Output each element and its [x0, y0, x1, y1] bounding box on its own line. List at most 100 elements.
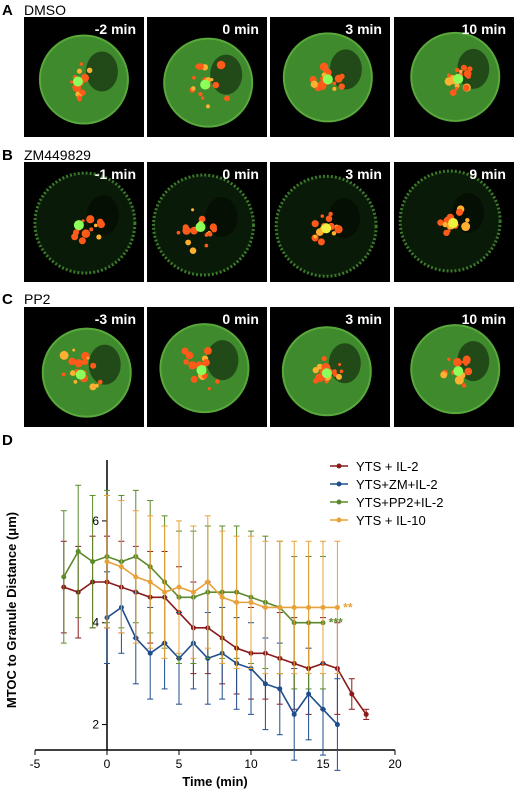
vacuole — [85, 51, 118, 92]
vacuole — [206, 340, 239, 381]
data-point — [162, 589, 168, 595]
data-point — [262, 604, 268, 610]
cell-image — [159, 323, 250, 414]
granule — [461, 383, 467, 388]
granule — [224, 95, 230, 102]
microscopy-frame: 10 min — [394, 17, 514, 137]
x-tick-label: -5 — [30, 757, 41, 771]
legend-marker — [336, 517, 342, 523]
cell-image — [33, 171, 137, 275]
granule — [211, 226, 218, 233]
granule — [76, 95, 83, 101]
x-tick-label: 20 — [388, 757, 402, 771]
granule — [442, 221, 448, 228]
granule — [80, 73, 89, 83]
legend-entry: YTS+PP2+IL-2 — [356, 495, 443, 510]
legend-marker — [336, 481, 342, 487]
distance-line-chart: -5 0 5 10 15 20 2 4 6 Time (min) MTOC to Granule D… — [4, 459, 443, 789]
mtoc — [453, 366, 464, 377]
granule — [447, 73, 451, 78]
x-tick-label: 15 — [316, 757, 330, 771]
granule — [69, 370, 76, 377]
series-line — [63, 581, 367, 715]
granule — [200, 96, 205, 100]
vacuole — [457, 48, 490, 89]
cell-image — [410, 31, 501, 122]
granule — [454, 87, 459, 91]
granule — [311, 220, 319, 228]
mtoc — [200, 79, 211, 90]
granule — [455, 208, 464, 216]
data-point — [205, 579, 211, 585]
x-tick-label: 0 — [104, 757, 111, 771]
data-point — [291, 711, 297, 717]
granule — [79, 89, 86, 96]
granule — [70, 80, 74, 84]
data-point — [334, 604, 340, 610]
vacuole — [328, 343, 361, 384]
granule — [90, 362, 97, 369]
legend-marker — [336, 463, 342, 469]
granule — [78, 237, 86, 245]
granule — [97, 379, 103, 385]
data-point — [176, 584, 182, 590]
cell-image — [410, 324, 501, 415]
microscopy-frame: 3 min — [270, 162, 390, 282]
mtoc — [75, 369, 86, 380]
granule — [312, 367, 319, 374]
mtoc — [321, 368, 332, 379]
data-point — [277, 604, 283, 610]
granule — [321, 356, 327, 362]
vacuole — [452, 193, 485, 234]
cell-image — [398, 169, 502, 273]
time-label: 3 min — [345, 166, 382, 182]
mtoc — [72, 76, 83, 87]
panel-letter-c: C — [2, 291, 13, 308]
data-point — [75, 548, 81, 554]
panel-letter-a: A — [2, 2, 13, 19]
data-point — [219, 594, 225, 600]
mtoc — [448, 218, 459, 229]
y-tick-label: 6 — [92, 514, 99, 528]
granule — [198, 215, 206, 223]
time-label: 0 min — [222, 166, 259, 182]
granule — [86, 356, 90, 360]
data-point — [104, 559, 110, 565]
y-tick-label: 4 — [92, 616, 99, 630]
panel-title-a: DMSO — [24, 2, 66, 18]
granule — [461, 222, 471, 232]
cell-image — [38, 34, 129, 125]
time-label: 0 min — [222, 21, 259, 37]
granule — [89, 383, 97, 391]
time-label: -2 min — [94, 21, 136, 37]
panel-title-c: PP2 — [24, 291, 51, 307]
granule — [463, 84, 470, 92]
granule — [462, 355, 471, 364]
microscopy-frame: 0 min — [147, 307, 267, 427]
granule — [453, 357, 462, 367]
granule — [320, 214, 325, 218]
granule — [316, 363, 323, 370]
granule — [204, 347, 212, 355]
granule — [332, 369, 337, 374]
significance-mark: *** — [329, 616, 343, 630]
data-point — [277, 686, 283, 692]
granule — [73, 380, 78, 384]
granule — [198, 91, 203, 97]
cell-image — [41, 327, 132, 418]
granule — [454, 83, 460, 89]
granule — [454, 375, 464, 385]
microscopy-frame: 0 min — [147, 17, 267, 137]
granule — [89, 227, 94, 232]
granule — [81, 229, 91, 238]
granule — [317, 81, 327, 91]
granule — [313, 234, 317, 239]
data-point — [61, 574, 67, 580]
data-point — [147, 650, 153, 656]
granule — [332, 81, 337, 86]
granule — [336, 373, 342, 380]
granule — [464, 367, 473, 376]
cell-image — [281, 326, 372, 417]
data-point — [118, 564, 124, 570]
granule — [207, 387, 212, 391]
